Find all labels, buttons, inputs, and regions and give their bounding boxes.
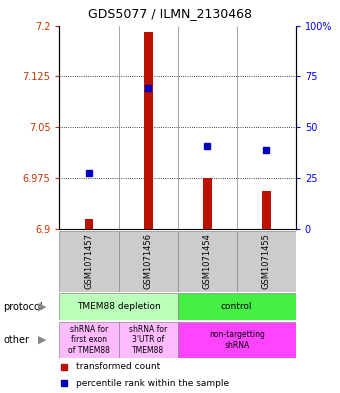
Text: protocol: protocol	[3, 301, 43, 312]
Bar	[59, 293, 177, 320]
Text: ▶: ▶	[38, 301, 47, 312]
Text: other: other	[3, 335, 29, 345]
Bar	[177, 293, 296, 320]
Bar	[237, 231, 296, 292]
Text: GSM1071457: GSM1071457	[85, 233, 94, 289]
Text: GSM1071455: GSM1071455	[262, 233, 271, 289]
Bar	[262, 191, 271, 229]
Text: non-targetting
shRNA: non-targetting shRNA	[209, 330, 265, 350]
Bar	[59, 322, 119, 358]
Text: TMEM88 depletion: TMEM88 depletion	[77, 302, 160, 311]
Bar	[119, 231, 177, 292]
Text: GSM1071456: GSM1071456	[143, 233, 153, 289]
Text: ▶: ▶	[38, 335, 47, 345]
Bar	[85, 219, 94, 229]
Text: GSM1071454: GSM1071454	[203, 233, 212, 289]
Bar	[177, 322, 296, 358]
Text: percentile rank within the sample: percentile rank within the sample	[76, 379, 229, 387]
Bar	[177, 231, 237, 292]
Text: transformed count: transformed count	[76, 362, 160, 371]
Text: shRNA for
first exon
of TMEM88: shRNA for first exon of TMEM88	[68, 325, 110, 355]
Bar	[119, 322, 177, 358]
Text: shRNA for
3'UTR of
TMEM88: shRNA for 3'UTR of TMEM88	[129, 325, 167, 355]
Text: GDS5077 / ILMN_2130468: GDS5077 / ILMN_2130468	[88, 7, 252, 20]
Bar	[203, 178, 211, 229]
Bar	[59, 231, 119, 292]
Bar	[144, 32, 153, 229]
Text: control: control	[221, 302, 253, 311]
